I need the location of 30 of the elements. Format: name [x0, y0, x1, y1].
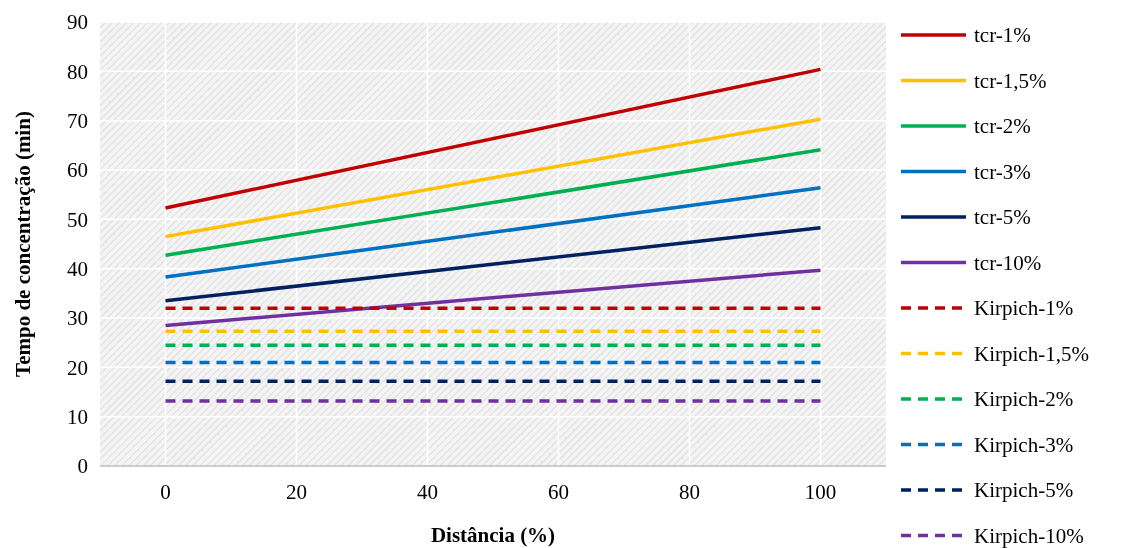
legend-label: tcr-2% [974, 114, 1031, 139]
y-tick-label: 70 [67, 109, 88, 134]
x-tick-label: 20 [286, 480, 307, 504]
legend-label: tcr-1% [974, 23, 1031, 48]
legend-label: Kirpich-3% [974, 432, 1074, 457]
x-tick-label: 80 [679, 480, 700, 504]
x-tick-label: 0 [160, 480, 171, 504]
x-axis-title: Distância (%) [430, 523, 556, 547]
x-tick-label: 100 [804, 480, 837, 504]
y-tick-label: 40 [67, 257, 88, 282]
y-tick-label: 10 [67, 405, 88, 430]
y-axis-title: Tempo de concentração (min) [11, 111, 35, 377]
y-tick-label: 20 [67, 355, 88, 380]
x-tick-label: 60 [548, 480, 569, 504]
x-tick-label: 40 [417, 480, 438, 504]
y-tick-label: 60 [67, 158, 88, 183]
legend-label: Kirpich-1,5% [974, 341, 1089, 366]
legend-label: tcr-5% [974, 205, 1031, 230]
legend-label: Kirpich-5% [974, 478, 1074, 503]
y-tick-label: 30 [67, 306, 88, 331]
y-tick-label: 0 [77, 454, 88, 479]
y-tick-label: 80 [67, 59, 88, 84]
legend-label: Kirpich-1% [974, 296, 1074, 321]
y-tick-label: 50 [67, 207, 88, 232]
y-tick-label: 90 [67, 10, 88, 35]
legend-label: tcr-1,5% [974, 68, 1047, 93]
legend-label: tcr-3% [974, 159, 1031, 184]
legend-label: Kirpich-2% [974, 387, 1074, 412]
legend-label: tcr-10% [974, 250, 1042, 275]
legend-label: Kirpich-10% [974, 523, 1084, 548]
